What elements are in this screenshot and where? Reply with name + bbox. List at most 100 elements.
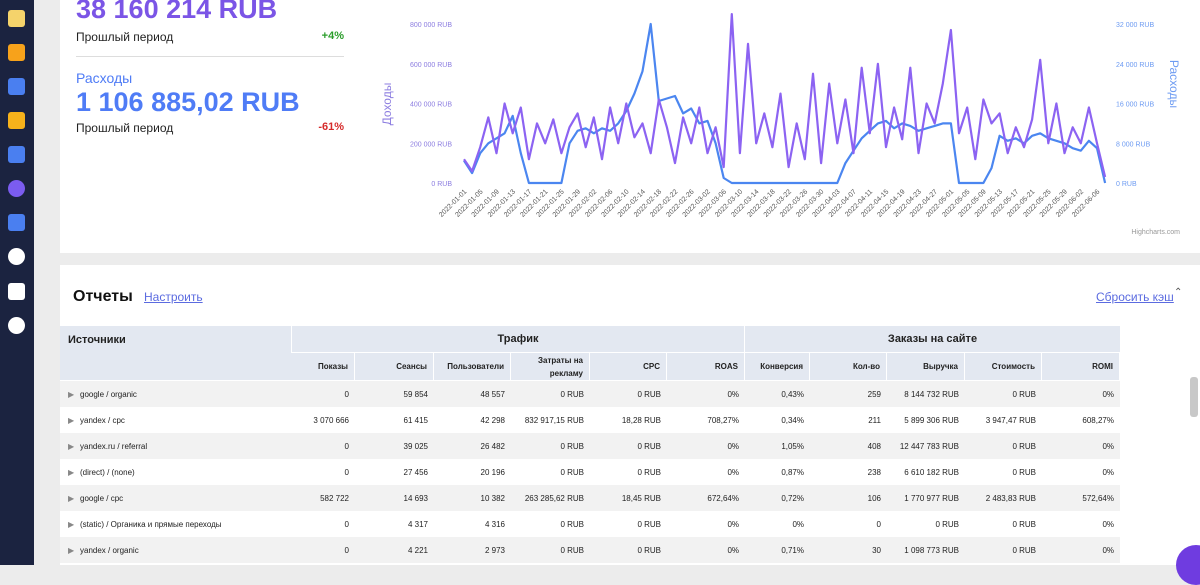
data-cell: 0 RUB xyxy=(1012,545,1036,555)
column-header: Кол-во xyxy=(810,353,887,380)
data-cell: 1 770 977 RUB xyxy=(904,493,959,503)
y-tick-label: 400 000 RUB xyxy=(410,102,452,109)
data-cell: 30 xyxy=(872,545,881,555)
data-cell: 0% xyxy=(1102,389,1114,399)
menu-icon[interactable] xyxy=(8,283,25,300)
settings-icon[interactable] xyxy=(8,317,25,334)
collapse-icon[interactable]: ⌃ xyxy=(1174,287,1183,298)
series-line xyxy=(463,13,1107,178)
data-cell: 0 xyxy=(344,441,349,451)
data-cell: 0% xyxy=(1102,467,1114,477)
expand-arrow: ▶ xyxy=(68,545,75,555)
data-cell: 4 316 xyxy=(484,519,505,529)
data-cell: 672,64% xyxy=(707,493,739,503)
data-cell: 18,28 RUB xyxy=(621,415,661,425)
expand-arrow: ▶ xyxy=(68,389,75,399)
source-cell: yandex / organic xyxy=(80,545,139,555)
data-cell: 59 854 xyxy=(403,389,428,399)
data-cell: 5 899 306 RUB xyxy=(904,415,959,425)
data-cell: 0,71% xyxy=(781,545,804,555)
y2-tick-label: 8 000 RUB xyxy=(1116,141,1151,148)
column-header: Стоимость xyxy=(965,353,1042,380)
credits: Highcharts.com xyxy=(1131,229,1180,236)
data-cell: 708,27% xyxy=(707,415,739,425)
y2-tick-label: 0 RUB xyxy=(1116,181,1137,188)
data-cell: 0,72% xyxy=(781,493,804,503)
scrollbar[interactable] xyxy=(1190,377,1198,417)
series-line xyxy=(463,22,1107,185)
y2-tick-label: 32 000 RUB xyxy=(1116,22,1154,29)
data-cell: 259 xyxy=(867,389,881,399)
prev-label: Прошлый период xyxy=(76,30,174,44)
revenue-change: +4% xyxy=(321,30,344,42)
data-cell: 582 722 xyxy=(320,493,349,503)
column-header: Выручка xyxy=(887,353,965,380)
revenue-value: 38 160 214 RUB xyxy=(76,0,278,24)
data-cell: 4 221 xyxy=(407,545,428,555)
data-cell: 0 RUB xyxy=(560,545,584,555)
data-cell: 0 xyxy=(344,519,349,529)
data-cell: 6 610 182 RUB xyxy=(904,467,959,477)
data-cell: 27 456 xyxy=(403,467,428,477)
source-cell: yandex.ru / referral xyxy=(80,441,148,451)
column-header: Сеансы xyxy=(355,353,434,380)
y2-tick-label: 24 000 RUB xyxy=(1116,62,1154,69)
y2-tick-label: 16 000 RUB xyxy=(1116,102,1154,109)
nav-icon[interactable] xyxy=(8,180,25,197)
expenses-value: 1 106 885,02 RUB xyxy=(76,87,300,117)
help-icon[interactable] xyxy=(8,248,25,265)
group-header: Источники xyxy=(60,326,292,353)
data-cell: 0 RUB xyxy=(1012,519,1036,529)
y-axis-title: Доходы xyxy=(380,83,394,126)
configure-link[interactable]: Настроить xyxy=(144,290,203,304)
data-cell: 0 xyxy=(344,545,349,555)
data-cell: 0% xyxy=(727,545,739,555)
data-cell: 10 382 xyxy=(480,493,505,503)
column-header: ROAS xyxy=(667,353,745,380)
row-bg xyxy=(60,433,1120,459)
nav-icon[interactable] xyxy=(8,78,25,95)
reports-title: Отчеты xyxy=(73,288,133,305)
data-cell: 0 RUB xyxy=(1012,441,1036,451)
data-cell: 0% xyxy=(1102,519,1114,529)
nav-icon[interactable] xyxy=(8,112,25,129)
expenses-label: Расходы xyxy=(76,70,133,86)
source-cell: yandex / cpc xyxy=(80,415,125,425)
chart: Доходы Расходы Highcharts.com 0 RUB 200 0… xyxy=(380,13,1181,236)
data-cell: 1,05% xyxy=(781,441,804,451)
data-cell: 61 415 xyxy=(403,415,428,425)
data-cell: 0 xyxy=(344,389,349,399)
data-cell: 14 693 xyxy=(403,493,428,503)
data-cell: 0 RUB xyxy=(560,441,584,451)
plot-area xyxy=(463,13,1107,185)
data-cell: 12 447 783 RUB xyxy=(899,441,959,451)
data-cell: 0 RUB xyxy=(560,467,584,477)
data-cell: 408 xyxy=(867,441,881,451)
column-header: Показы xyxy=(292,353,355,380)
y2-axis-title: Расходы xyxy=(1167,60,1181,108)
data-cell: 211 xyxy=(868,415,881,425)
nav-icon[interactable] xyxy=(8,146,25,163)
data-cell: 0 RUB xyxy=(1012,467,1036,477)
reset-cache-link[interactable]: Сбросить кэш xyxy=(1096,290,1174,304)
data-cell: 0 RUB xyxy=(560,519,584,529)
prev-label: Прошлый период xyxy=(76,121,174,135)
expand-arrow: ▶ xyxy=(68,441,75,451)
column-header: Конверсия xyxy=(745,353,810,380)
data-cell: 0% xyxy=(792,519,804,529)
expand-arrow: ▶ xyxy=(68,467,75,477)
chat-button[interactable] xyxy=(1176,545,1200,585)
data-cell: 0% xyxy=(1102,545,1114,555)
report-table: Источники Трафик Заказы на сайте Показы Сеан… xyxy=(60,326,1120,565)
data-cell: 572,64% xyxy=(1082,493,1114,503)
row-bg xyxy=(60,485,1120,511)
nav-icon[interactable] xyxy=(8,214,25,231)
nav-icon[interactable] xyxy=(8,44,25,61)
expand-arrow: ▶ xyxy=(68,415,75,425)
data-cell: 832 917,15 RUB xyxy=(524,415,584,425)
nav-icon[interactable] xyxy=(8,10,25,27)
data-cell: 2 483,83 RUB xyxy=(985,493,1036,503)
y-tick-label: 800 000 RUB xyxy=(410,22,452,29)
data-cell: 0% xyxy=(1102,441,1114,451)
data-cell: 2 973 xyxy=(484,545,505,555)
